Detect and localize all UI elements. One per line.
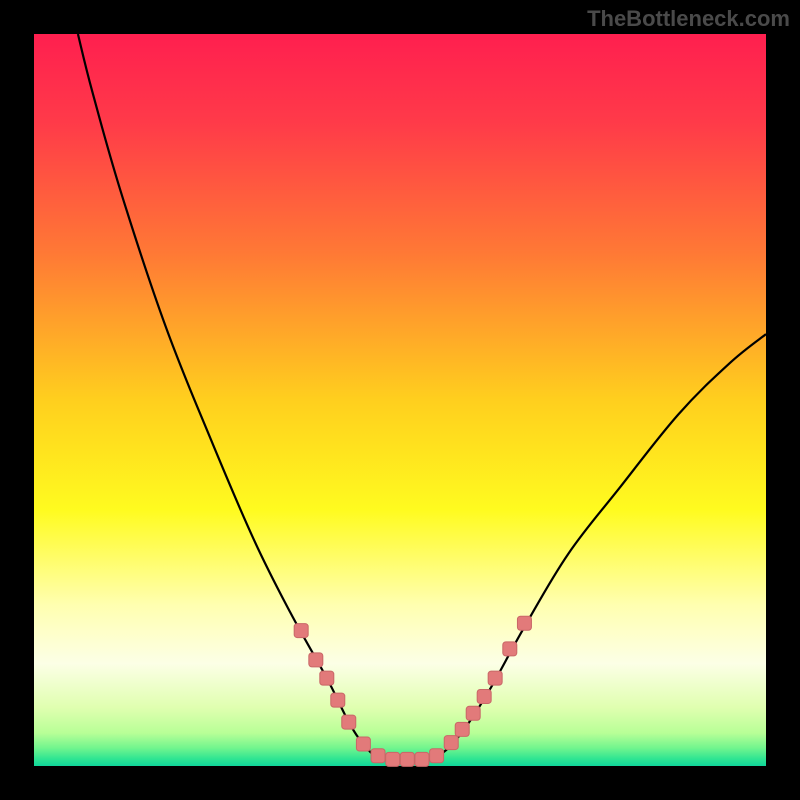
plot-background xyxy=(34,34,766,766)
data-marker xyxy=(294,624,308,638)
data-marker xyxy=(503,642,517,656)
data-marker xyxy=(309,653,323,667)
data-marker xyxy=(356,737,370,751)
data-marker xyxy=(320,671,334,685)
data-marker xyxy=(517,616,531,630)
data-marker xyxy=(477,689,491,703)
data-marker xyxy=(342,715,356,729)
data-marker xyxy=(371,749,385,763)
data-marker xyxy=(386,752,400,766)
data-marker xyxy=(430,749,444,763)
bottleneck-chart xyxy=(0,0,800,800)
data-marker xyxy=(466,706,480,720)
data-marker xyxy=(488,671,502,685)
data-marker xyxy=(400,752,414,766)
data-marker xyxy=(455,722,469,736)
data-marker xyxy=(331,693,345,707)
data-marker xyxy=(415,752,429,766)
watermark-text: TheBottleneck.com xyxy=(587,6,790,32)
data-marker xyxy=(444,736,458,750)
